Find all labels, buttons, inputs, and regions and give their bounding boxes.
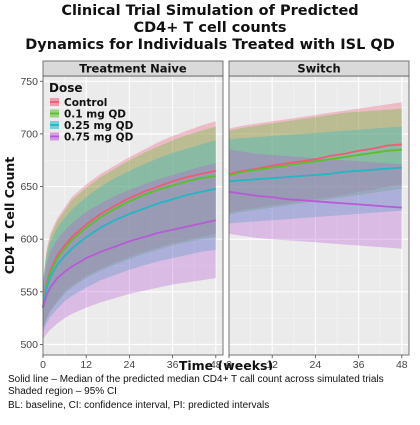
x-tick-label-switch-12: 12 xyxy=(266,359,278,370)
ci-band-treatment-naive-0-75-mg-qd xyxy=(43,163,216,340)
x-tick-label-treatment-naive-12: 12 xyxy=(80,359,92,370)
median-line-treatment-naive-0-1-mg-qd xyxy=(42,175,216,308)
median-line-switch-0-1-mg-qd xyxy=(228,148,402,176)
chart-title-line-1: Clinical Trial Simulation of Predicted xyxy=(61,3,359,19)
legend-title: Dose xyxy=(49,81,83,95)
panel-label-switch: Switch xyxy=(297,62,340,76)
median-line-switch-control xyxy=(228,143,402,175)
y-tick-label-500: 500 xyxy=(20,339,38,351)
median-line-treatment-naive-0-25-mg-qd xyxy=(42,187,216,308)
ci-band-switch-0-75-mg-qd xyxy=(229,149,402,249)
x-tick-label-switch-24: 24 xyxy=(310,359,322,370)
y-tick-label-750: 750 xyxy=(20,76,38,88)
x-tick-label-switch-0: 0 xyxy=(226,359,232,370)
ci-band-treatment-naive-0-25-mg-qd xyxy=(43,140,216,332)
legend-label-control: Control xyxy=(64,97,107,109)
y-axis-label: CD4 T Cell Count xyxy=(2,157,17,275)
median-line-treatment-naive-0-75-mg-qd xyxy=(42,219,216,308)
x-tick-label-switch-36: 36 xyxy=(353,359,365,370)
y-tick-label-600: 600 xyxy=(20,234,38,246)
y-tick-label-550: 550 xyxy=(20,286,38,298)
panel-background-switch xyxy=(229,76,409,355)
line-chart: Treatment Naive 0 12 24 36 48 Switch 0 12 24 36 48 5… xyxy=(2,60,410,370)
x-tick-label-treatment-naive-24: 24 xyxy=(124,359,136,370)
ci-band-switch-control xyxy=(229,102,402,213)
panel-strip-treatment-naive xyxy=(42,60,224,77)
y-tick-label-700: 700 xyxy=(20,128,38,140)
median-line-treatment-naive-control xyxy=(42,169,216,308)
footnote-median: Solid line – Median of the predicted med… xyxy=(8,374,384,385)
x-tick-label-treatment-naive-0: 0 xyxy=(40,359,46,370)
panel-background-treatment-naive xyxy=(43,76,223,355)
ci-band-treatment-naive-control xyxy=(43,121,216,329)
x-axis-label: Time (weeks) xyxy=(179,358,273,370)
legend-label-0-1-mg-qd: 0.1 mg QD xyxy=(64,109,126,121)
x-tick-label-treatment-naive-36: 36 xyxy=(167,359,179,370)
x-tick-label-switch-48: 48 xyxy=(396,359,408,370)
footnote-shaded: Shaded region – 95% CI xyxy=(8,386,117,397)
y-tick-label-650: 650 xyxy=(20,181,38,193)
panel-strip-switch xyxy=(228,60,410,77)
chart-title-line-3: Dynamics for Individuals Treated with IS… xyxy=(25,37,395,53)
chart-title-line-2: CD4+ T cell counts xyxy=(133,20,287,36)
ci-band-treatment-naive-0-1-mg-qd xyxy=(43,126,216,329)
x-tick-label-treatment-naive-48: 48 xyxy=(210,359,222,370)
median-line-switch-0-75-mg-qd xyxy=(228,190,402,209)
median-line-switch-0-25-mg-qd xyxy=(228,166,402,183)
legend-label-0-75-mg-qd: 0.75 mg QD xyxy=(64,132,134,144)
panel-label-treatment-naive: Treatment Naive xyxy=(79,62,187,76)
footnote-abbreviations: BL: baseline, CI: confidence interval, P… xyxy=(8,400,270,411)
legend-label-0-25-mg-qd: 0.25 mg QD xyxy=(64,120,134,132)
